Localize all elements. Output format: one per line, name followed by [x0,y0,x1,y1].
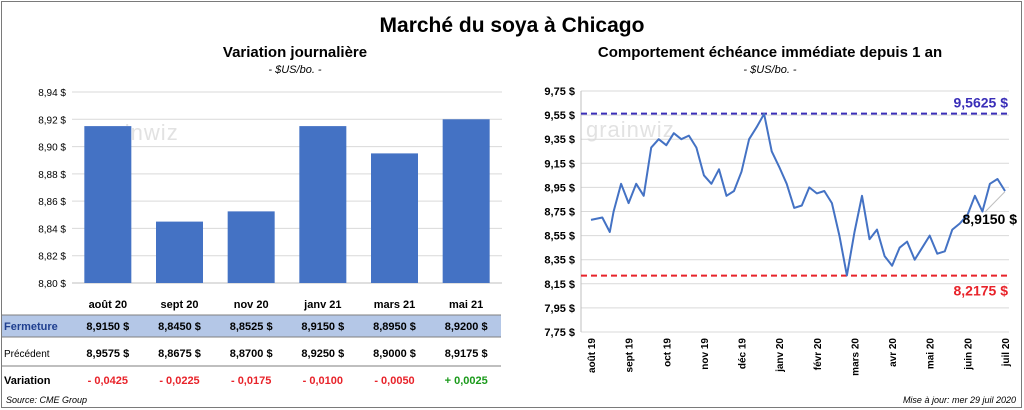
table-cell: 8,9150 $ [86,321,129,333]
line-x-tick-label: janv 20 [775,338,786,373]
bar-y-tick-label: 8,88 $ [38,170,66,181]
bar-y-tick-label: 8,86 $ [38,197,66,208]
line-y-tick-label: 8,55 $ [544,231,575,243]
last-value-label: 8,9150 $ [963,211,1018,227]
bar-x-tick-label: sept 20 [161,299,199,311]
table-cell: 8,8950 $ [373,321,416,333]
bar-y-tick-label: 8,94 $ [38,88,66,99]
table-cell: 8,8525 $ [230,321,273,333]
line-x-tick-label: août 19 [587,338,598,373]
table-cell: 8,9200 $ [445,321,488,333]
table-cell: 8,9150 $ [301,321,344,333]
line-x-tick-label: févr 20 [813,338,824,371]
bar-x-tick-label: mai 21 [449,299,483,311]
line-x-tick-label: juil 20 [1001,338,1012,368]
bar-y-tick-label: 8,80 $ [38,279,66,290]
line-chart-unit: - $US/bo. - [743,64,797,76]
table-cell: - 0,0175 [231,375,271,387]
line-x-tick-label: déc 19 [738,338,749,370]
source-note: Source: CME Group [6,395,88,405]
table-row-label: Fermeture [4,321,58,333]
bar-x-tick-label: août 20 [89,299,128,311]
table-cell: 8,9250 $ [301,348,344,360]
table-cell: 8,9575 $ [86,348,129,360]
bar [227,211,275,283]
line-chart-title: Comportement échéance immédiate depuis 1… [597,44,943,61]
table-cell: 8,8700 $ [230,348,273,360]
bar-chart-unit: - $US/bo. - [268,64,322,76]
line-y-tick-label: 9,15 $ [544,158,575,170]
table-cell: - 0,0050 [374,375,414,387]
last-value-leader [984,191,1006,213]
bar-x-tick-label: mars 21 [374,299,416,311]
bar-y-tick-label: 8,82 $ [38,252,66,263]
bar [371,153,418,283]
bar-chart-title: Variation journalière [222,44,368,61]
line-x-tick-label: mai 20 [926,338,937,370]
bar-y-tick-label: 8,92 $ [38,115,66,126]
table-cell: - 0,0225 [159,375,199,387]
line-y-tick-label: 8,35 $ [544,255,575,267]
line-y-tick-label: 9,35 $ [544,134,575,146]
line-y-tick-label: 7,95 $ [544,303,575,315]
line-y-tick-label: 9,55 $ [544,110,575,122]
line-y-tick-label: 8,15 $ [544,279,575,291]
low-label: 8,2175 $ [954,283,1009,299]
line-y-tick-label: 7,75 $ [544,327,575,339]
bar [299,126,347,283]
high-label: 9,5625 $ [954,95,1009,111]
table-cell: - 0,0100 [303,375,343,387]
bar-y-tick-label: 8,90 $ [38,143,66,154]
line-y-tick-label: 8,95 $ [544,182,575,194]
table-highlight-row [2,315,501,337]
table-cell: - 0,0425 [88,375,128,387]
bar [442,119,490,284]
table-row-label: Variation [4,375,51,387]
line-x-tick-label: oct 19 [662,338,673,367]
table-cell: 8,8450 $ [158,321,201,333]
bar-y-tick-label: 8,84 $ [38,224,66,235]
line-x-tick-label: avr 20 [888,338,899,367]
bar-x-tick-label: janv 21 [303,299,341,311]
update-note: Mise à jour: mer 29 juil 2020 [902,395,1016,405]
line-y-tick-label: 9,75 $ [544,86,575,98]
line-x-tick-label: mars 20 [850,338,861,376]
line-x-tick-label: nov 19 [700,338,711,370]
table-cell: 8,9175 $ [445,348,488,360]
line-x-tick-label: juin 20 [963,338,974,371]
bar-x-tick-label: nov 20 [234,299,269,311]
table-cell: + 0,0025 [445,375,488,387]
watermark-right: grainwiz [586,117,675,142]
table-cell: 8,8675 $ [158,348,201,360]
line-y-tick-label: 8,75 $ [544,207,575,219]
table-cell: 8,9000 $ [373,348,416,360]
page-title: Marché du soya à Chicago [379,14,645,37]
bar [156,221,203,283]
line-x-tick-label: sept 19 [625,338,636,373]
bar [84,126,132,283]
price-series-line [590,112,1006,277]
table-row-label: Précédent [4,349,50,360]
